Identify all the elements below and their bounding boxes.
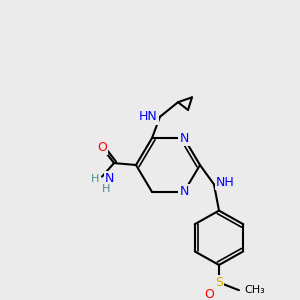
Text: O: O: [204, 288, 214, 300]
Text: NH: NH: [216, 176, 235, 189]
Text: HN: HN: [139, 110, 158, 123]
Text: N: N: [179, 185, 189, 198]
Text: S: S: [215, 276, 223, 289]
Text: N: N: [179, 132, 189, 145]
Text: N: N: [105, 172, 114, 185]
Text: H: H: [102, 184, 110, 194]
Text: O: O: [97, 141, 107, 154]
Text: H: H: [91, 174, 99, 184]
Text: CH₃: CH₃: [244, 285, 265, 295]
